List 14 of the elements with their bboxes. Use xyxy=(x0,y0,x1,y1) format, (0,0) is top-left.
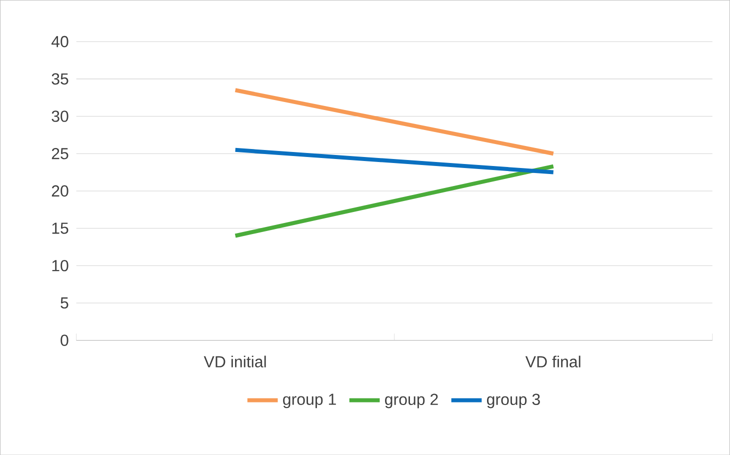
legend-label: group 3 xyxy=(487,394,540,408)
x-tick-label: VD initial xyxy=(204,356,266,368)
y-tick-label: 10 xyxy=(52,260,68,272)
y-tick-label: 25 xyxy=(52,148,68,160)
y-tick-label: 20 xyxy=(52,185,68,196)
y-tick-label: 35 xyxy=(52,73,68,84)
y-tick-label: 40 xyxy=(51,36,68,48)
x-tick-label: VD final xyxy=(525,356,580,368)
y-tick-label: 5 xyxy=(60,297,68,308)
legend-label: group 2 xyxy=(385,394,438,408)
y-tick-label: 0 xyxy=(60,334,68,346)
legend-label: group 1 xyxy=(283,394,336,408)
y-tick-label: 15 xyxy=(52,222,68,234)
y-tick-label: 30 xyxy=(52,110,68,122)
